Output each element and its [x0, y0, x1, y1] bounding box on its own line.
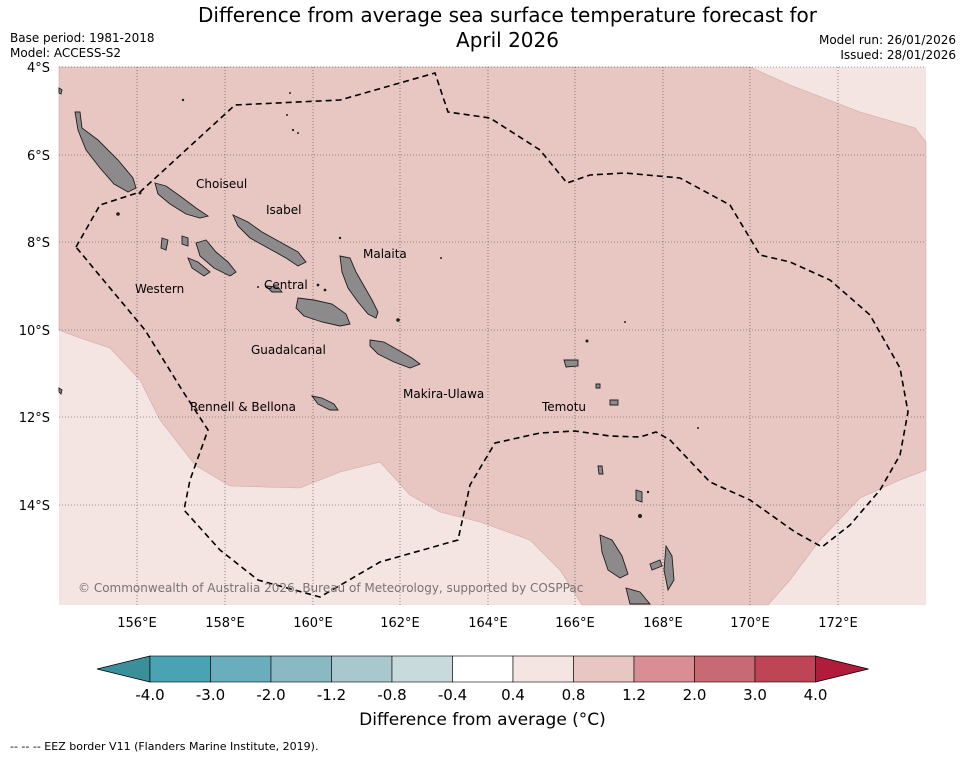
eez-footnote: -- -- -- EEZ border V11 (Flanders Marine… [10, 740, 319, 753]
colorbar-swatch-6 [512, 655, 574, 683]
title-line-2: April 2026 [456, 28, 559, 52]
label-isabel: Isabel [266, 203, 301, 217]
lon-label-160e: 160°E [293, 616, 333, 631]
lat-label-6s: 6°S [27, 149, 50, 164]
colorbar-tick-3: -1.2 [317, 686, 346, 704]
island-makira [369, 339, 421, 369]
lon-label-168e: 168°E [643, 616, 683, 631]
lat-axis: 4°S 6°S 8°S 10°S 12°S 14°S [19, 61, 50, 514]
island-vanuatu-2 [625, 587, 651, 605]
colorbar-swatch-5 [452, 655, 514, 683]
model-name: Model: ACCESS-S2 [10, 46, 122, 60]
lon-label-172e: 172°E [818, 616, 858, 631]
island-malaita [339, 255, 379, 319]
colorbar-tick-10: 3.0 [743, 686, 767, 704]
colorbar-swatch-9 [694, 655, 756, 683]
colorbar: -4.0 -3.0 -2.0 -1.2 -0.8 -0.4 0.4 0.8 1.2 2.0 3.0 4… [96, 655, 869, 704]
island-choiseul-2 [154, 182, 210, 219]
anomaly-high-region [58, 66, 927, 606]
colorbar-tick-2: -2.0 [256, 686, 285, 704]
lon-label-156e: 156°E [117, 616, 157, 631]
label-malaita: Malaita [363, 247, 407, 261]
island-western-small [187, 257, 211, 277]
colorbar-title: Difference from average (°C) [359, 710, 606, 730]
colorbar-swatch-8 [633, 655, 695, 683]
label-makira-ulawa: Makira-Ulawa [403, 387, 484, 401]
small-islets [116, 92, 699, 518]
colorbar-tick-1: -3.0 [196, 686, 225, 704]
island-isabel [232, 214, 307, 267]
title-line-1: Difference from average sea surface temp… [197, 3, 817, 27]
land-masses [58, 87, 675, 605]
island-choiseul [74, 111, 137, 193]
lon-label-164e: 164°E [468, 616, 508, 631]
island-vanuatu-5 [649, 559, 663, 571]
base-period: Base period: 1981-2018 [10, 31, 155, 45]
label-western: Western [135, 282, 184, 296]
island-left-edge [58, 387, 63, 395]
colorbar-tick-7: 0.8 [562, 686, 586, 704]
island-vella [160, 237, 169, 251]
island-vanuatu-3 [663, 544, 675, 592]
label-guadalcanal: Guadalcanal [251, 343, 326, 357]
colorbar-swatch-4 [391, 655, 453, 683]
island-rennell [310, 395, 339, 411]
colorbar-tick-5: -0.4 [438, 686, 467, 704]
colorbar-swatch-7 [573, 655, 635, 683]
label-temotu: Temotu [541, 400, 586, 414]
lat-label-4s: 4°S [27, 61, 50, 76]
eez-border [75, 72, 909, 598]
lon-label-170e: 170°E [730, 616, 770, 631]
label-rennell-bellona: Rennell & Bellona [190, 400, 296, 414]
lon-axis: 156°E 158°E 160°E 162°E 164°E 166°E 168°… [117, 616, 858, 631]
colorbar-tick-4: -0.8 [377, 686, 406, 704]
island-utupua [595, 383, 601, 389]
label-choiseul: Choiseul [196, 177, 247, 191]
model-run: Model run: 26/01/2026 [818, 33, 956, 47]
island-kolombangara [181, 235, 189, 247]
colorbar-extend-low [96, 655, 151, 683]
meta-right: Model run: 26/01/2026 Issued: 28/01/2026 [819, 33, 956, 63]
copyright-notice: © Commonwealth of Australia 2026, Bureau… [78, 581, 583, 595]
colorbar-swatch-1 [210, 655, 272, 683]
island-vanikoro [609, 399, 619, 406]
lat-label-14s: 14°S [19, 499, 50, 514]
colorbar-swatch-0 [149, 655, 211, 683]
island-bougainville-edge [58, 87, 63, 95]
lat-label-10s: 10°S [19, 324, 50, 339]
label-central: Central [264, 278, 308, 292]
colorbar-extend-high [815, 655, 869, 683]
colorbar-tick-8: 1.2 [622, 686, 646, 704]
island-new-georgia [195, 239, 237, 277]
island-guadalcanal [295, 297, 351, 327]
lon-label-166e: 166°E [555, 616, 595, 631]
colorbar-swatch-3 [331, 655, 393, 683]
issued-date: Issued: 28/01/2026 [840, 48, 956, 62]
island-vanuatu-4 [635, 489, 643, 503]
colorbar-swatch-10 [754, 655, 816, 683]
colorbar-swatch-2 [270, 655, 332, 683]
lon-label-158e: 158°E [205, 616, 245, 631]
island-nggela [264, 285, 283, 293]
lon-label-162e: 162°E [380, 616, 420, 631]
lat-label-8s: 8°S [27, 236, 50, 251]
colorbar-tick-6: 0.4 [501, 686, 525, 704]
colorbar-tick-0: -4.0 [135, 686, 164, 704]
island-torres [597, 465, 604, 475]
colorbar-tick-9: 2.0 [683, 686, 707, 704]
island-vanuatu-1 [599, 534, 629, 579]
lat-label-12s: 12°S [19, 411, 50, 426]
island-santa-cruz [563, 359, 579, 368]
colorbar-tick-11: 4.0 [804, 686, 828, 704]
map-title: Difference from average sea surface temp… [150, 3, 865, 53]
province-labels: Choiseul Isabel Malaita Western Central … [135, 177, 586, 414]
meta-left: Base period: 1981-2018 Model: ACCESS-S2 [10, 31, 155, 61]
